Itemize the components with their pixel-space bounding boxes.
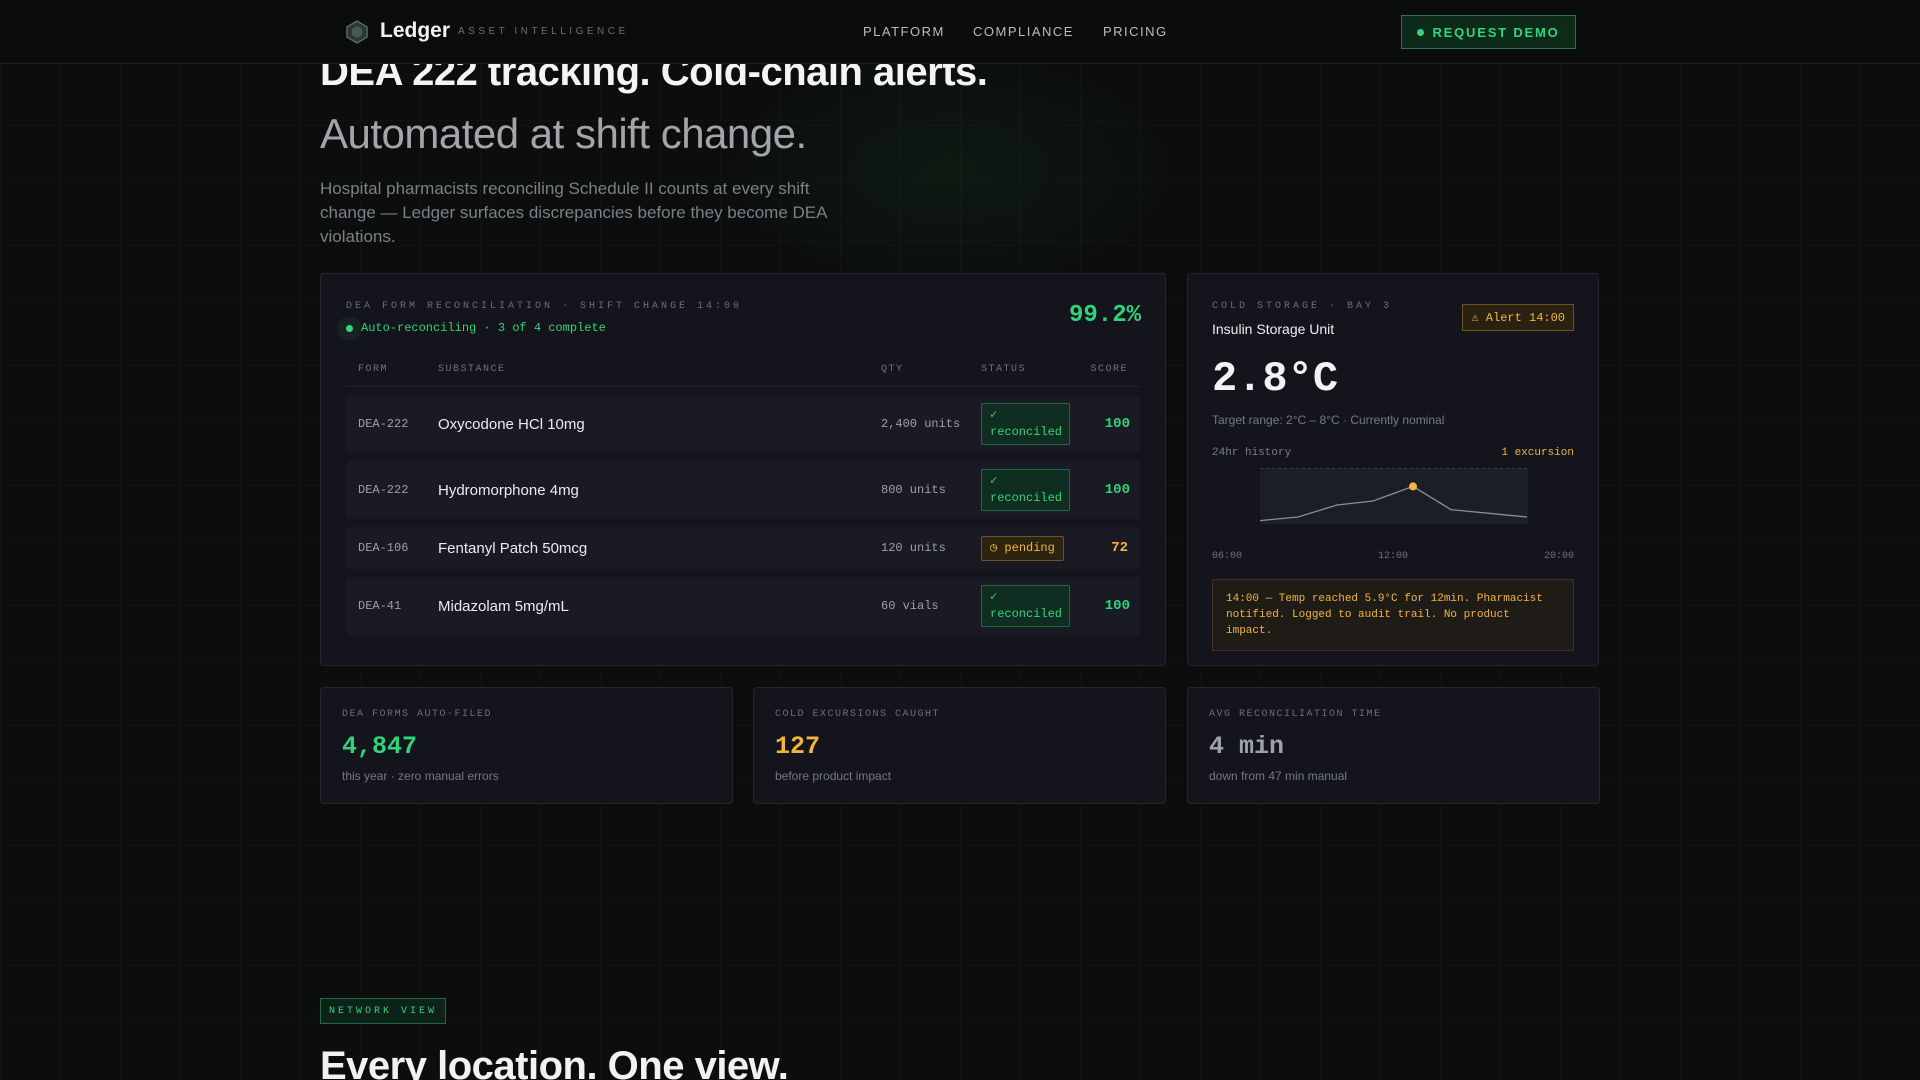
temp-line [1260, 485, 1528, 522]
tagline: ASSET INTELLIGENCE [458, 26, 629, 37]
subheadline: Automated at shift change. [320, 110, 807, 157]
status-dot [346, 324, 353, 332]
range: Target range: 2°C – 8°C · Currently nomi… [1212, 413, 1445, 427]
stat-card: COLD EXCURSIONS CAUGHT 127 before produc… [753, 687, 1166, 804]
status-cell: ✓ reconciled [981, 469, 1070, 511]
stat-value: 4,847 [342, 732, 418, 761]
form-cell: DEA-222 [358, 417, 409, 431]
status-badge: ✓ reconciled [981, 585, 1070, 627]
status-cell: ◷ pending [981, 535, 1068, 561]
status-badge: ✓ reconciled [981, 403, 1070, 445]
col-header: SUBSTANCE [438, 364, 506, 375]
stat-label: COLD EXCURSIONS CAUGHT [775, 709, 941, 720]
table-header: FORM SUBSTANCE QTY STATUS SCORE [346, 353, 1140, 387]
stat-label: AVG RECONCILIATION TIME [1209, 709, 1382, 720]
stat-value: 4 min [1209, 732, 1285, 761]
table-row: DEA-222 Hydromorphone 4mg 800 units ✓ recon… [346, 461, 1140, 519]
form-cell: DEA-222 [358, 483, 409, 497]
recon-table: FORM SUBSTANCE QTY STATUS SCORE DEA-222 O… [346, 353, 1140, 635]
alert-badge: ⚠ Alert 14:00 [1462, 304, 1574, 331]
cta-dot [1417, 28, 1425, 36]
score-cell: 72 [1111, 540, 1128, 556]
nav-link[interactable]: PLATFORM [863, 24, 945, 39]
table-row: DEA-106 Fentanyl Patch 50mcg 120 units ◷ pe… [346, 527, 1140, 569]
history-label: 24hr history [1212, 447, 1292, 459]
status-badge: ✓ reconciled [981, 469, 1070, 511]
panel-label: DEA FORM RECONCILIATION · SHIFT CHANGE 1… [346, 301, 743, 312]
brand[interactable]: Ledger [380, 19, 451, 42]
time-axis: 06:00 12:00 20:00 [1212, 551, 1574, 562]
history-row: 24hr history 1 excursion [1212, 447, 1574, 459]
stat-value: 127 [775, 732, 821, 761]
reconciliation-panel: DEA FORM RECONCILIATION · SHIFT CHANGE 1… [320, 273, 1166, 666]
panel-label: COLD STORAGE · BAY 3 [1212, 301, 1393, 312]
hero-glow [700, 40, 1200, 300]
time-label: 06:00 [1212, 551, 1243, 562]
sparkline-bg [1260, 468, 1528, 524]
stat-note: down from 47 min manual [1209, 769, 1348, 783]
form-cell: DEA-106 [358, 541, 409, 555]
table-body: DEA-222 Oxycodone HCl 10mg 2,400 units ✓ re… [346, 395, 1140, 635]
col-header: FORM [358, 364, 389, 375]
section-tag: NETWORK VIEW [320, 998, 447, 1024]
form-cell: DEA-41 [358, 599, 402, 613]
stat-card: DEA FORMS AUTO-FILED 4,847 this year · z… [320, 687, 733, 804]
excursion-dot [1409, 482, 1417, 491]
status-badge: ◷ pending [981, 535, 1064, 561]
col-header: SCORE [1090, 364, 1128, 375]
nav-link[interactable]: COMPLIANCE [973, 24, 1074, 39]
stat-note: before product impact [775, 769, 892, 783]
substance-cell: Fentanyl Patch 50mcg [438, 539, 588, 557]
section-heading: Every location. One view. [320, 1044, 789, 1080]
col-header: STATUS [981, 364, 1027, 375]
table-row: DEA-41 Midazolam 5mg/mL 60 vials ✓ reconcil… [346, 577, 1140, 635]
alert-note: 14:00 — Temp reached 5.9°C for 12min. Ph… [1212, 579, 1574, 651]
status-text: Auto-reconciling · 3 of 4 complete [361, 321, 606, 335]
stat-card: AVG RECONCILIATION TIME 4 min down from … [1187, 687, 1600, 804]
sparkline [1260, 468, 1528, 524]
temperature: 2.8°C [1212, 355, 1339, 403]
nav-link[interactable]: PRICING [1103, 24, 1168, 39]
time-label: 20:00 [1543, 551, 1574, 562]
substance-cell: Hydromorphone 4mg [438, 481, 579, 499]
time-label: 12:00 [1377, 551, 1408, 562]
logo-icon [346, 20, 368, 44]
qty-cell: 2,400 units [881, 417, 961, 431]
stat-label: DEA FORMS AUTO-FILED [342, 709, 493, 720]
qty-cell: 60 vials [881, 599, 939, 613]
substance-cell: Midazolam 5mg/mL [438, 597, 569, 615]
qty-cell: 120 units [881, 541, 946, 555]
excursion-count: 1 excursion [1501, 447, 1574, 459]
status-cell: ✓ reconciled [981, 585, 1070, 627]
score-cell: 100 [1104, 598, 1130, 614]
cta-button[interactable]: REQUEST DEMO [1401, 15, 1576, 49]
score-cell: 100 [1104, 416, 1130, 432]
col-header: QTY [881, 364, 904, 375]
top-nav: Ledger ASSET INTELLIGENCE PLATFORM COMPL… [0, 0, 1920, 64]
table-row: DEA-222 Oxycodone HCl 10mg 2,400 units ✓ re… [346, 395, 1140, 453]
recon-status: Auto-reconciling · 3 of 4 complete [346, 321, 1140, 335]
recon-percent: 99.2% [1068, 302, 1141, 329]
status-cell: ✓ reconciled [981, 403, 1070, 445]
substance-cell: Oxycodone HCl 10mg [438, 415, 585, 433]
unit-name: Insulin Storage Unit [1212, 321, 1335, 337]
cold-storage-panel: COLD STORAGE · BAY 3 Insulin Storage Uni… [1187, 273, 1599, 666]
cta-label: REQUEST DEMO [1432, 24, 1560, 40]
stat-note: this year · zero manual errors [342, 769, 499, 783]
qty-cell: 800 units [881, 483, 946, 497]
description: Hospital pharmacists reconciling Schedul… [320, 179, 827, 246]
score-cell: 100 [1104, 482, 1130, 498]
